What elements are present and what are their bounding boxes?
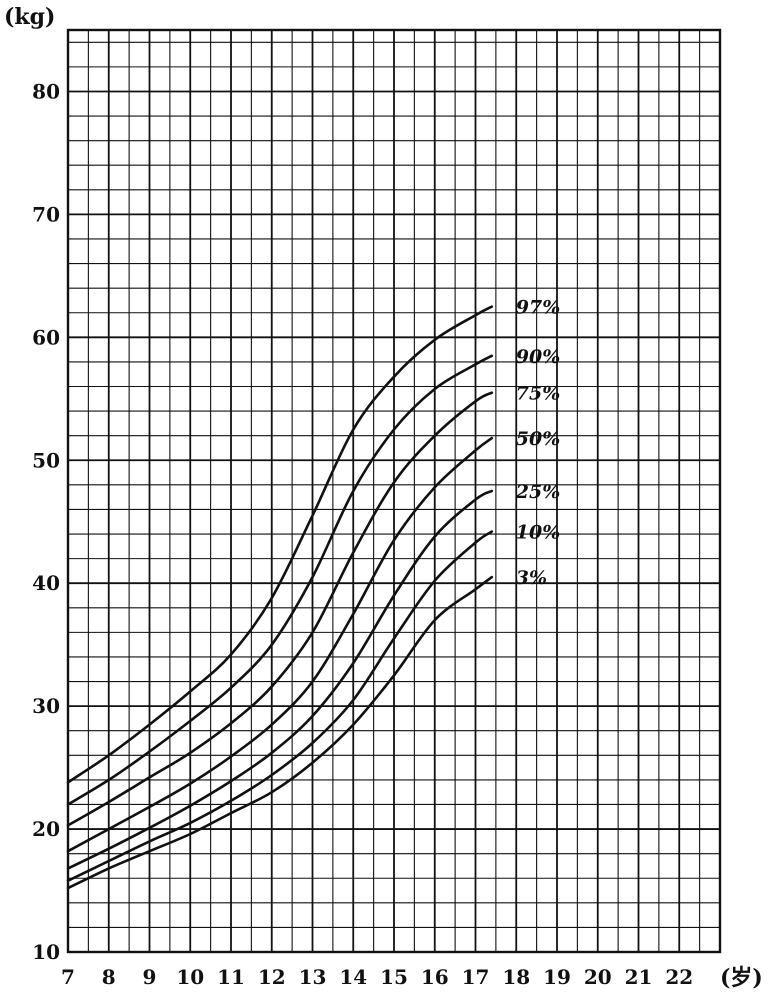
y-tick-label: 60 [32,325,60,349]
series-label: 25% [515,481,561,503]
series-line-4 [66,489,494,870]
x-tick-label: 9 [143,965,157,989]
y-tick-label: 40 [32,571,60,595]
y-tick-label: 70 [32,202,60,226]
x-tick-labels: 7 8 9 10 11 12 13 14 15 16 17 18 19 20 21 22 [61,965,693,989]
y-tick-label: 50 [32,448,60,472]
y-tick-label: 80 [32,79,60,103]
series-label: 97% [516,297,561,319]
y-tick-labels: 10 20 30 40 50 60 70 80 [32,79,60,964]
x-tick-label: 19 [543,965,571,989]
x-unit-label: (岁) [720,965,763,991]
x-tick-label: 14 [339,965,367,989]
series-labels: 97% 90% 75% 50% 25% 10% 3% [515,297,561,589]
series-label: 90% [516,346,561,368]
x-tick-label: 12 [258,965,286,989]
x-tick-label: 21 [625,965,653,989]
series-label: 3% [516,567,547,589]
series-line-1 [66,354,494,806]
y-tick-label: 20 [32,817,60,841]
y-tick-label: 30 [32,694,60,718]
x-tick-label: 13 [299,965,327,989]
series-line-0 [66,305,494,784]
series-label: 75% [516,383,561,405]
grid [67,30,721,953]
series-line-5 [66,530,494,882]
y-unit-label: (kg) [4,4,55,30]
x-tick-label: 8 [102,965,116,989]
series-line-6 [66,575,494,890]
x-tick-label: 7 [61,965,75,989]
series-line-2 [66,391,494,827]
plot-frame [66,28,722,954]
y-tick-label: 10 [32,940,60,964]
x-tick-label: 17 [462,965,490,989]
x-tick-label: 16 [421,965,449,989]
plot-border [66,28,722,954]
x-tick-label: 18 [502,965,530,989]
x-tick-label: 22 [665,965,693,989]
series-label: 10% [516,522,561,544]
series-lines [66,305,494,890]
x-tick-label: 11 [217,965,245,989]
x-tick-label: 20 [584,965,612,989]
series-line-3 [66,436,494,853]
x-tick-label: 15 [380,965,408,989]
x-tick-label: 10 [176,965,204,989]
series-label: 50% [516,428,561,450]
